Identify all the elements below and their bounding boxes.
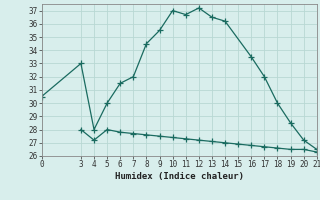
X-axis label: Humidex (Indice chaleur): Humidex (Indice chaleur) bbox=[115, 172, 244, 181]
